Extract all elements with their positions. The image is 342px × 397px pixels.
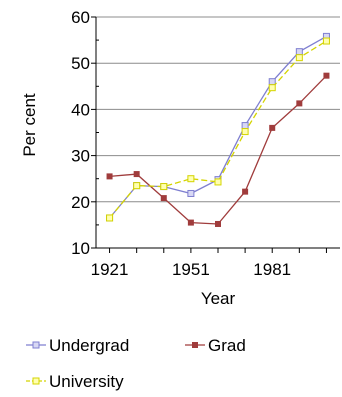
series-group	[106, 32, 330, 227]
legend-label: University	[49, 372, 124, 391]
legend-label: Grad	[208, 336, 246, 355]
data-point	[214, 178, 222, 186]
legend-marker	[32, 377, 40, 385]
legend-item-undergrad: Undergrad	[26, 336, 129, 355]
data-point	[241, 122, 249, 130]
data-point	[187, 175, 195, 183]
data-point	[322, 37, 330, 45]
data-point	[241, 128, 249, 136]
legend: Undergrad Grad University	[26, 336, 246, 391]
y-axis-title: Per cent	[20, 93, 39, 157]
data-point	[133, 171, 140, 178]
legend-item-university: University	[26, 372, 124, 391]
y-tick-label: 50	[71, 54, 90, 73]
axes	[91, 16, 340, 253]
y-tick-label: 20	[71, 193, 90, 212]
data-point	[160, 183, 168, 191]
data-point	[187, 189, 195, 197]
legend-item-grad: Grad	[185, 336, 246, 355]
series-undergrad	[106, 32, 330, 222]
data-point	[215, 220, 221, 227]
data-point	[187, 219, 194, 226]
data-point	[242, 188, 249, 195]
data-point	[268, 84, 276, 92]
grid	[96, 16, 340, 249]
series-line	[109, 40, 327, 219]
data-point	[160, 195, 167, 202]
y-tick-label: 30	[71, 147, 90, 166]
x-axis-title: Year	[201, 289, 236, 308]
data-point	[296, 100, 303, 107]
data-point	[106, 214, 114, 222]
y-tick-label: 60	[71, 8, 90, 27]
legend-label: Undergrad	[49, 336, 129, 355]
data-point	[268, 78, 276, 86]
x-tick-label: 1981	[253, 260, 291, 279]
data-point	[133, 182, 141, 190]
x-tick-label: 1951	[172, 260, 210, 279]
series-grad	[106, 72, 330, 227]
legend-marker	[32, 341, 40, 349]
data-point	[323, 72, 330, 79]
legend-marker	[192, 342, 198, 348]
data-point	[269, 124, 276, 131]
x-tick-label: 1921	[91, 260, 129, 279]
series-university	[106, 37, 330, 222]
y-tick-label: 10	[71, 239, 90, 258]
y-tick-label: 40	[71, 100, 90, 119]
data-point	[295, 54, 303, 62]
tick-labels: 10 20 30 40 50 60 1921 1951 1981	[71, 8, 291, 279]
data-point	[106, 173, 113, 180]
data-point	[295, 48, 303, 56]
